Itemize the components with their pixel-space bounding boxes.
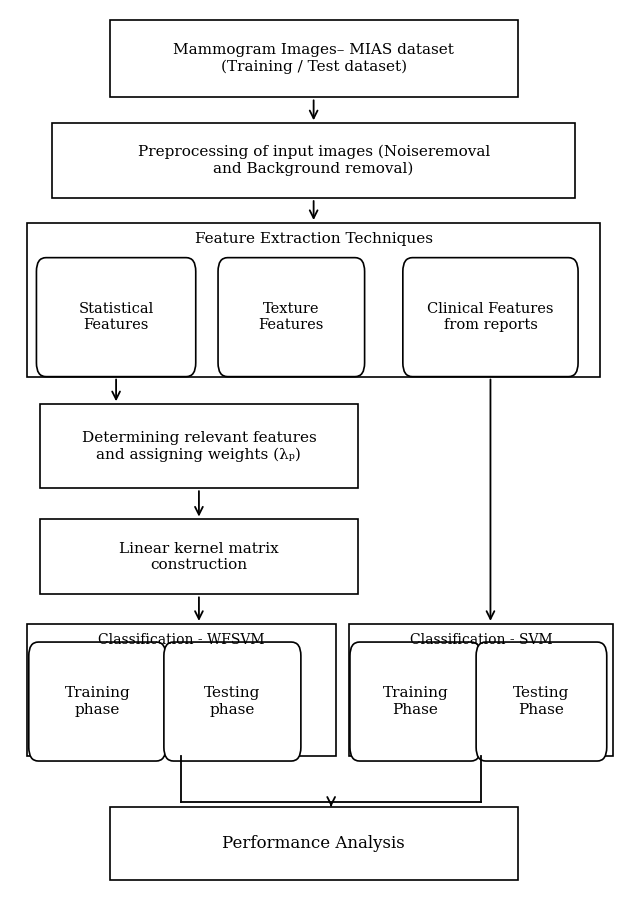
FancyBboxPatch shape [403, 258, 578, 376]
Text: Training
Phase: Training Phase [382, 687, 448, 717]
FancyBboxPatch shape [40, 404, 358, 488]
FancyBboxPatch shape [40, 520, 358, 595]
Text: Classification - WFSVM: Classification - WFSVM [98, 633, 265, 647]
FancyBboxPatch shape [476, 642, 607, 761]
Text: Statistical
Features: Statistical Features [79, 302, 154, 332]
FancyBboxPatch shape [29, 642, 166, 761]
FancyBboxPatch shape [52, 123, 575, 198]
Text: Preprocessing of input images (Noiseremoval
and Background removal): Preprocessing of input images (Noiseremo… [138, 145, 490, 176]
FancyBboxPatch shape [36, 258, 196, 376]
Text: Training
phase: Training phase [65, 687, 130, 717]
Text: Testing
phase: Testing phase [204, 687, 260, 717]
FancyBboxPatch shape [109, 807, 518, 880]
Text: Linear kernel matrix
construction: Linear kernel matrix construction [119, 542, 279, 572]
FancyBboxPatch shape [109, 19, 518, 97]
Text: Clinical Features
from reports: Clinical Features from reports [428, 302, 554, 332]
Text: Determining relevant features
and assigning weights (λₚ): Determining relevant features and assign… [81, 431, 316, 462]
FancyBboxPatch shape [164, 642, 301, 761]
Text: Performance Analysis: Performance Analysis [222, 834, 405, 852]
FancyBboxPatch shape [349, 623, 613, 756]
Text: Texture
Features: Texture Features [259, 302, 324, 332]
Text: Testing
Phase: Testing Phase [513, 687, 570, 717]
Text: Feature Extraction Techniques: Feature Extraction Techniques [195, 232, 433, 246]
FancyBboxPatch shape [350, 642, 481, 761]
FancyBboxPatch shape [218, 258, 365, 376]
FancyBboxPatch shape [27, 223, 600, 376]
Text: Classification - SVM: Classification - SVM [410, 633, 552, 647]
Text: Mammogram Images– MIAS dataset
(Training / Test dataset): Mammogram Images– MIAS dataset (Training… [173, 43, 454, 74]
FancyBboxPatch shape [27, 623, 336, 756]
